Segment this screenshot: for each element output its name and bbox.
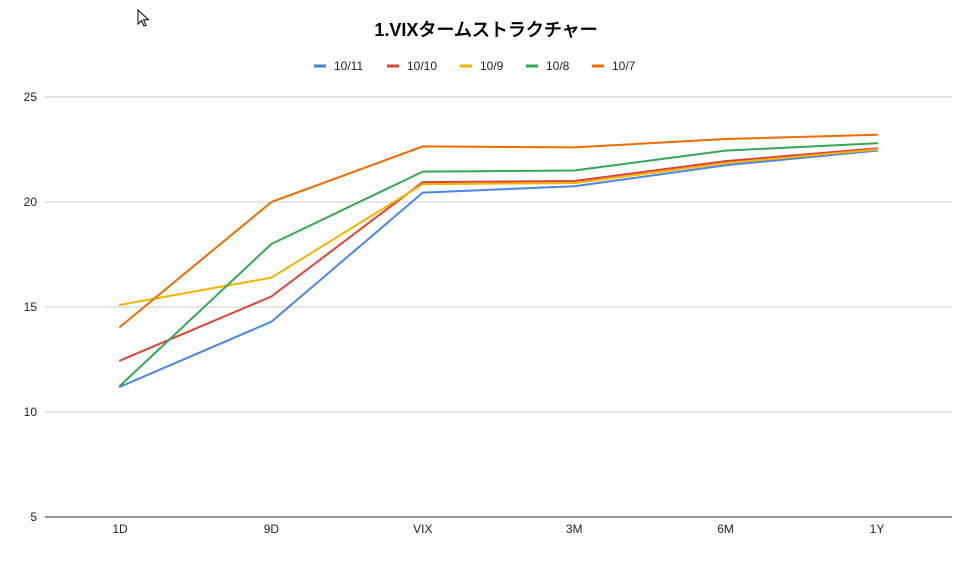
legend-label: 10/10	[407, 59, 437, 73]
legend-label: 10/8	[546, 59, 570, 73]
legend-item-10-9: 10/9	[460, 59, 504, 73]
legend-item-10-10: 10/10	[387, 59, 437, 73]
legend: 10/11 10/10 10/9 10/8 10/7	[314, 59, 636, 73]
y-tick-label: 15	[24, 300, 38, 314]
legend-item-10-8: 10/8	[526, 59, 570, 73]
x-tick-label: 1Y	[870, 522, 885, 536]
legend-item-10-7: 10/7	[592, 59, 636, 73]
series-line-10-11	[119, 149, 878, 388]
legend-label: 10/11	[334, 59, 363, 73]
mouse-cursor-icon	[137, 9, 150, 27]
series-line-10-7	[119, 133, 878, 328]
series-line-10-10	[119, 147, 878, 362]
series-lines	[119, 133, 878, 388]
x-tick-label: 6M	[717, 522, 734, 536]
x-tick-label: 9D	[264, 522, 280, 536]
x-axis-ticks: 1D 9D VIX 3M 6M 1Y	[112, 522, 884, 536]
y-tick-label: 5	[30, 510, 37, 524]
y-tick-label: 10	[24, 405, 38, 419]
x-tick-label: 1D	[112, 522, 128, 536]
gridlines	[45, 96, 952, 518]
series-line-10-9	[119, 148, 878, 306]
series-line-10-8	[119, 142, 878, 387]
x-tick-label: 3M	[566, 522, 583, 536]
x-tick-label: VIX	[413, 522, 432, 536]
y-tick-label: 25	[24, 90, 38, 104]
legend-item-10-11: 10/11	[314, 59, 363, 73]
legend-label: 10/9	[480, 59, 504, 73]
y-tick-label: 20	[24, 195, 38, 209]
chart-title: 1.VIXタームストラクチャー	[374, 20, 597, 40]
legend-label: 10/7	[612, 59, 636, 73]
y-axis-ticks: 5 10 15 20 25	[24, 90, 38, 524]
